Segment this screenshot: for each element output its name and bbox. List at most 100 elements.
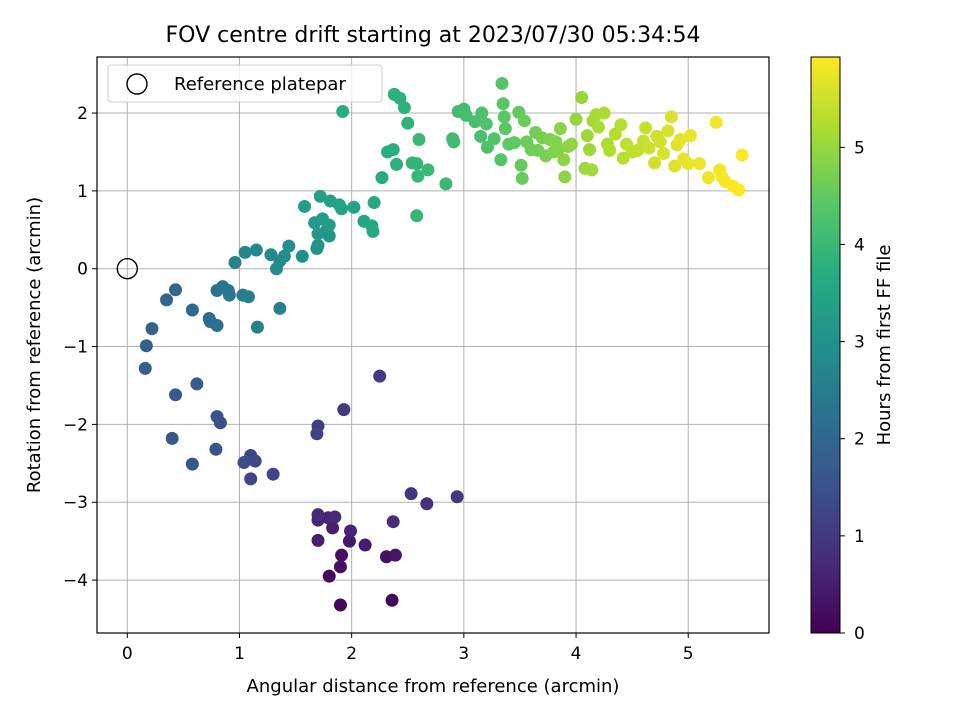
colorbar-tick-label: 2: [854, 430, 865, 450]
colorbar-tick-label: 1: [854, 527, 865, 547]
data-point: [397, 101, 411, 115]
data-point: [447, 135, 461, 149]
colorbar: 0 1 2 3 4 5 Hours from first FF file: [810, 56, 895, 644]
data-point: [169, 283, 183, 297]
data-point: [322, 569, 336, 583]
data-point: [591, 120, 605, 134]
data-point: [648, 156, 662, 170]
data-point: [388, 548, 402, 562]
data-point: [322, 218, 336, 232]
data-point: [248, 454, 262, 468]
data-point: [222, 288, 236, 302]
data-point: [553, 122, 567, 136]
data-point: [295, 249, 309, 263]
data-point: [335, 548, 349, 562]
data-point: [709, 115, 723, 129]
data-point: [412, 133, 426, 147]
data-point: [310, 427, 324, 441]
data-point: [401, 116, 415, 130]
data-point: [333, 598, 347, 612]
data-point: [557, 153, 571, 167]
y-tick-label: −1: [63, 338, 88, 358]
data-point: [515, 171, 529, 185]
data-point: [373, 369, 387, 383]
data-point: [311, 238, 325, 252]
data-point: [498, 122, 512, 136]
data-point: [386, 143, 400, 157]
data-point: [139, 339, 153, 353]
data-point: [487, 132, 501, 146]
data-point: [642, 141, 656, 155]
legend: Reference platepar: [107, 64, 383, 103]
data-point: [228, 255, 242, 269]
data-point: [238, 245, 252, 259]
data-point: [244, 472, 258, 486]
data-point: [701, 171, 715, 185]
data-point: [411, 169, 425, 183]
data-point: [668, 159, 682, 173]
data-point: [337, 403, 351, 417]
data-point: [495, 76, 509, 90]
colorbar-gradient: [810, 56, 841, 634]
y-tick-label: −3: [63, 493, 88, 513]
y-tick-label: 2: [77, 104, 88, 124]
data-point: [266, 467, 280, 481]
data-point: [410, 209, 424, 223]
legend-label: Reference platepar: [174, 74, 346, 95]
data-point: [479, 117, 493, 131]
data-point: [420, 497, 434, 511]
data-point: [410, 157, 424, 171]
data-point: [603, 143, 617, 157]
data-point: [735, 148, 749, 162]
data-point: [421, 163, 435, 177]
data-point: [390, 157, 404, 171]
data-point: [661, 124, 675, 138]
data-points: [116, 76, 749, 612]
x-tick-label: 4: [571, 644, 582, 664]
y-tick-label: −2: [63, 415, 88, 435]
y-tick-label: 0: [77, 260, 88, 280]
data-point: [210, 319, 224, 333]
data-point: [160, 293, 174, 307]
data-point: [681, 157, 695, 171]
data-point: [282, 239, 296, 253]
data-point: [580, 129, 594, 143]
data-point: [639, 121, 653, 135]
data-point: [569, 112, 583, 126]
data-point: [311, 533, 325, 547]
data-point: [185, 457, 199, 471]
data-point: [344, 524, 358, 538]
data-point: [450, 490, 464, 504]
data-point: [653, 135, 667, 149]
data-point: [439, 177, 453, 191]
data-point: [313, 189, 327, 203]
data-point: [692, 157, 706, 171]
x-tick-label: 0: [122, 644, 133, 664]
y-tick-label: −4: [63, 571, 88, 591]
data-point: [273, 301, 287, 315]
y-axis-label: Rotation from reference (arcmin): [24, 197, 45, 493]
data-point: [249, 243, 263, 257]
data-point: [608, 127, 622, 141]
data-point: [474, 129, 488, 143]
x-tick-label: 5: [683, 644, 694, 664]
data-point: [333, 560, 347, 574]
data-point: [657, 147, 671, 161]
data-point: [497, 110, 511, 124]
data-point: [631, 143, 645, 157]
data-point: [385, 593, 399, 607]
data-point: [185, 303, 199, 317]
data-point: [614, 118, 628, 132]
data-point: [298, 199, 312, 213]
data-point: [683, 129, 697, 143]
data-point: [169, 388, 183, 402]
data-point: [551, 143, 565, 157]
data-point: [375, 171, 389, 185]
data-point: [165, 431, 179, 445]
data-point: [342, 534, 356, 548]
legend-marker: [126, 73, 148, 95]
colorbar-ticks: 0 1 2 3 4 5: [840, 138, 865, 644]
data-point: [250, 320, 264, 334]
